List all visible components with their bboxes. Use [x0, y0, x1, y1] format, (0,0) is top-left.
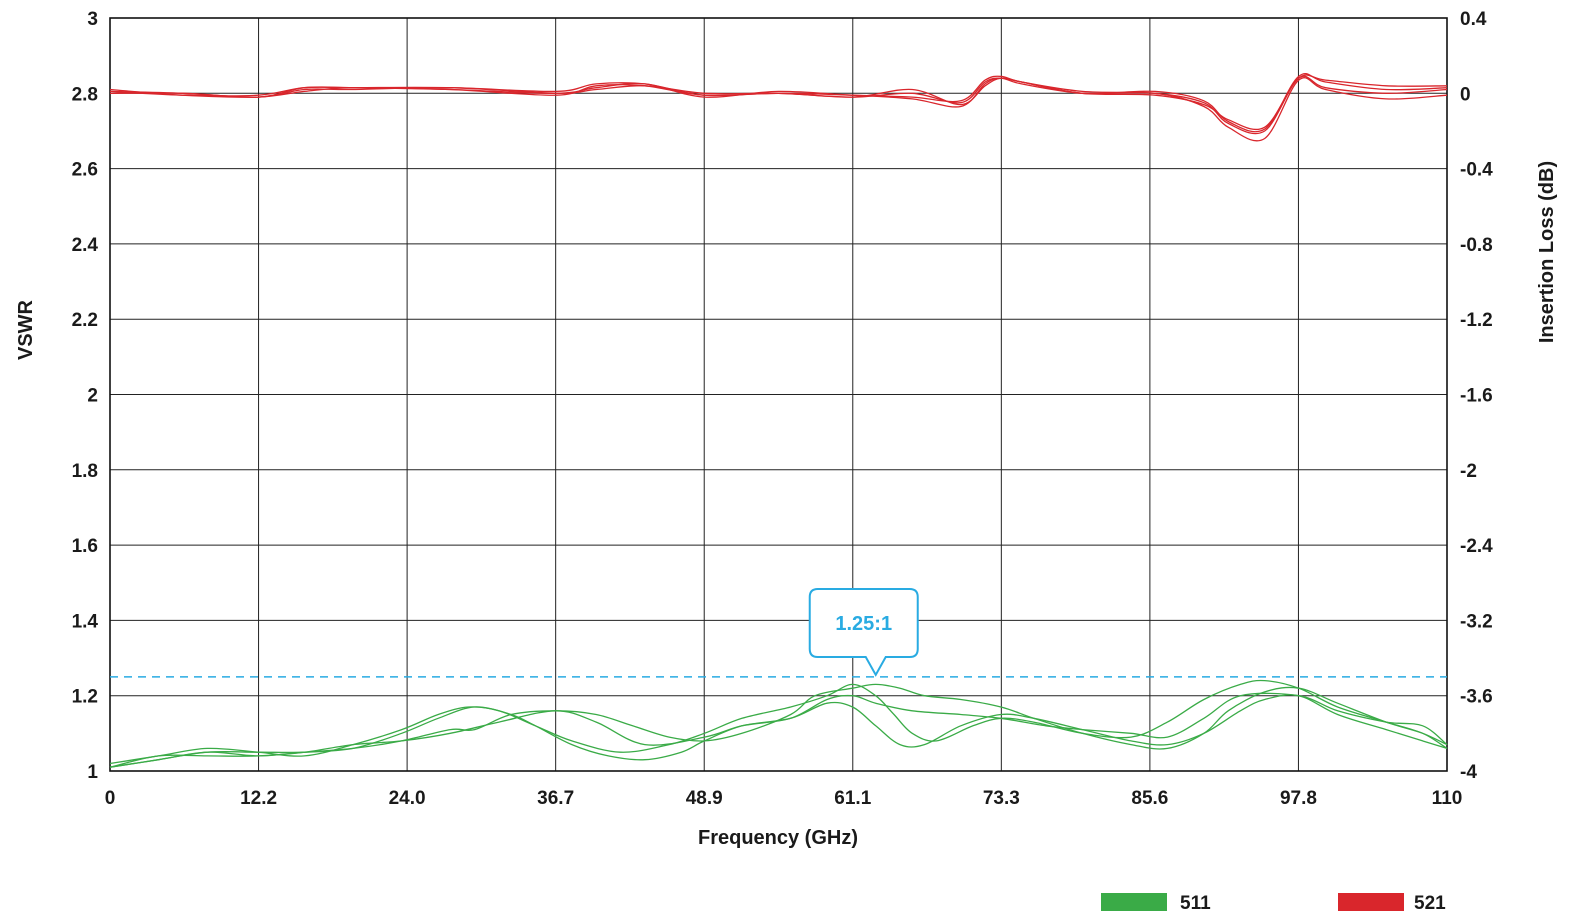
x-axis-title: Frequency (GHz)	[698, 827, 858, 849]
y-left-tick-label: 1.4	[72, 611, 99, 632]
legend-label: 511	[1180, 893, 1211, 914]
series-trace-521	[109, 77, 1448, 142]
y-left-tick-label: 2.8	[72, 84, 98, 105]
y-right-tick-label: 0.4	[1460, 9, 1487, 30]
reference-callout: 1.25:1	[808, 588, 919, 677]
y-left-axis-title: VSWR	[15, 299, 37, 360]
y-right-tick-label: -2	[1460, 461, 1477, 482]
x-tick-label: 12.2	[240, 788, 277, 809]
y-right-tick-label: -1.6	[1460, 386, 1493, 407]
legend-item-521: 521	[1338, 893, 1446, 914]
legend-item-511: 511	[1101, 893, 1211, 914]
legend-swatch	[1338, 893, 1404, 911]
y-right-tick-labels: -4 -3.6 -3.2 -2.4 -2 -1.6 -1.2 -0.8 -0.4 0 0.4	[1460, 9, 1493, 783]
y-left-tick-label: 3	[87, 9, 98, 30]
x-tick-label: 61.1	[834, 788, 871, 809]
x-tick-label: 48.9	[686, 788, 723, 809]
y-left-tick-label: 1.6	[72, 536, 98, 557]
y-left-tick-label: 2.6	[72, 160, 98, 181]
x-tick-label: 0	[105, 788, 116, 809]
plot-border	[109, 17, 1448, 772]
y-right-tick-label: -3.6	[1460, 687, 1493, 708]
series-trace-511	[109, 692, 1448, 768]
y-right-tick-label: 0	[1460, 84, 1471, 105]
y-right-tick-label: -0.8	[1460, 235, 1493, 256]
legend-swatch	[1101, 893, 1167, 911]
series-521	[109, 72, 1448, 142]
x-tick-label: 97.8	[1280, 788, 1317, 809]
y-right-tick-label: -2.4	[1460, 536, 1493, 557]
y-right-tick-label: -1.2	[1460, 310, 1493, 331]
y-left-tick-label: 1.2	[72, 687, 98, 708]
x-tick-labels: 0 12.2 24.0 36.7 48.9 61.1 73.3 85.6 97.8 110	[105, 788, 1463, 809]
callout-box	[808, 588, 919, 677]
y-right-tick-label: -0.4	[1460, 160, 1493, 181]
y-left-tick-labels: 1 1.2 1.4 1.6 1.8 2 2.2 2.4 2.6 2.8 3	[72, 9, 99, 783]
y-left-tick-label: 2.4	[72, 235, 99, 256]
y-left-tick-label: 2	[87, 386, 98, 407]
series-trace-511	[109, 694, 1448, 768]
y-left-tick-label: 1.8	[72, 461, 98, 482]
x-tick-label: 24.0	[389, 788, 426, 809]
y-left-tick-label: 1	[87, 762, 98, 783]
series-trace-511	[109, 679, 1448, 765]
plot-frame	[109, 17, 1448, 772]
series-511	[109, 679, 1448, 768]
y-right-axis-title: Insertion Loss (dB)	[1536, 161, 1558, 343]
x-tick-label: 73.3	[983, 788, 1020, 809]
x-tick-label: 85.6	[1131, 788, 1168, 809]
y-right-tick-label: -3.2	[1460, 611, 1493, 632]
x-tick-label: 110	[1432, 788, 1463, 809]
y-right-tick-label: -4	[1460, 762, 1477, 783]
legend: 511 521	[1101, 893, 1446, 914]
y-left-tick-label: 2.2	[72, 310, 98, 331]
x-tick-label: 36.7	[537, 788, 574, 809]
series-layer	[109, 72, 1448, 768]
legend-label: 521	[1414, 893, 1446, 914]
reference-label: 1.25:1	[835, 613, 892, 635]
series-trace-521	[109, 72, 1448, 133]
